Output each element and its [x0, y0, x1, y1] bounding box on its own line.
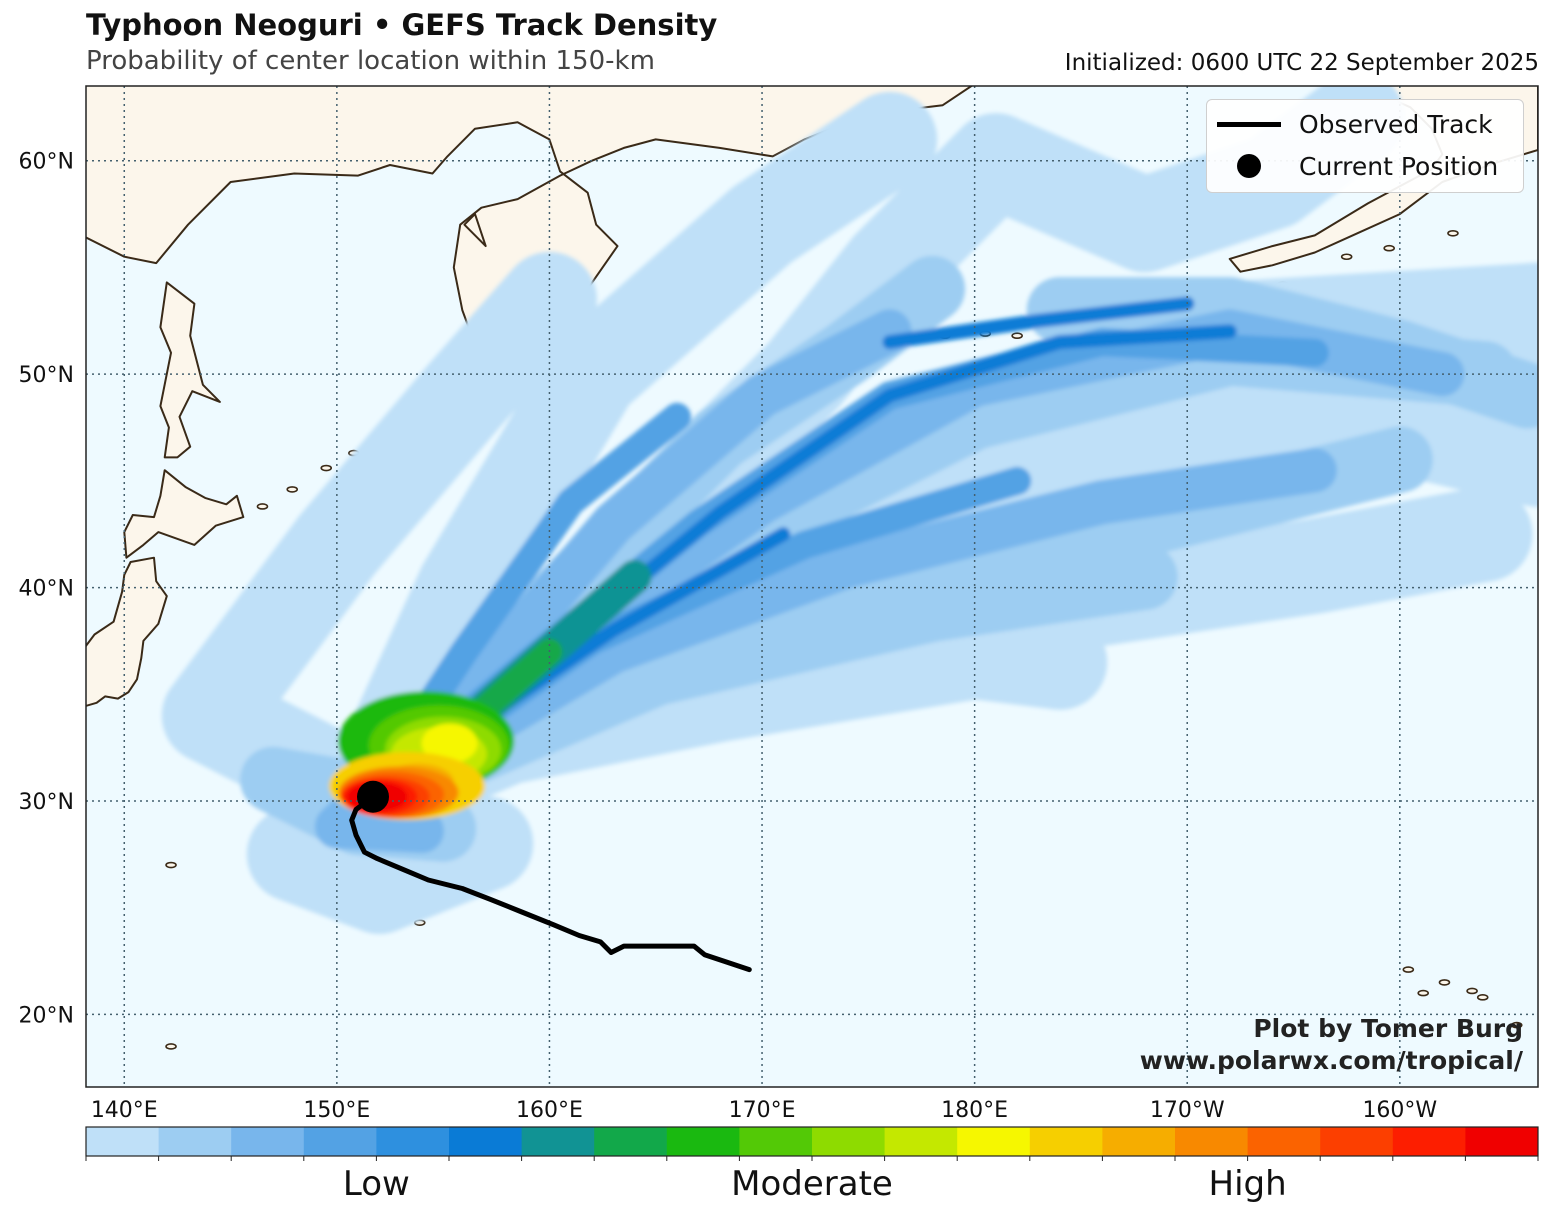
longitude-tick-label: 160°E — [516, 1098, 583, 1123]
colorbar-swatch — [1465, 1127, 1539, 1156]
latitude-tick-label: 40°N — [19, 577, 74, 602]
colorbar-swatch — [812, 1127, 886, 1156]
island — [1447, 229, 1459, 237]
legend-item-observed-track: Observed Track — [1217, 104, 1493, 144]
line-icon — [1217, 121, 1281, 127]
colorbar-swatch — [231, 1127, 305, 1156]
gridlines — [86, 86, 1538, 1087]
island — [256, 503, 269, 510]
island — [165, 1043, 177, 1050]
island — [1438, 979, 1451, 986]
colorbar-swatch — [1029, 1127, 1103, 1156]
longitude-tick-label: 170°E — [729, 1098, 796, 1123]
colorbar-swatch — [739, 1127, 813, 1156]
longitude-tick-label: 170°W — [1150, 1098, 1225, 1123]
density-band-low — [161, 251, 597, 845]
colorbar-label-high: High — [1208, 1164, 1287, 1204]
initialization-time: Initialized: 0600 UTC 22 September 2025 — [1064, 50, 1539, 76]
colorbar-swatch — [521, 1127, 595, 1156]
landmass-kamchatka-south — [463, 213, 487, 248]
axis-ticks: 20°N 30°N 40°N 50°N 60°N 140°E 150°E 160°E 170°E… — [19, 150, 1438, 1123]
island — [1011, 332, 1023, 340]
chart-subtitle: Probability of center location within 15… — [86, 46, 655, 76]
island — [1510, 1021, 1523, 1029]
longitude-tick-label: 140°E — [91, 1098, 158, 1123]
island — [1476, 994, 1489, 1001]
longitude-tick-label: 180°E — [941, 1098, 1008, 1123]
colorbar-swatch — [957, 1127, 1031, 1156]
colorbar-swatch — [158, 1127, 232, 1156]
latitude-tick-label: 50°N — [19, 363, 74, 388]
longitude-tick-label: 150°E — [303, 1098, 370, 1123]
island — [1340, 253, 1353, 261]
density-band-low — [882, 296, 1195, 350]
colorbar-swatch — [1175, 1127, 1249, 1156]
island — [286, 486, 299, 493]
colorbar-swatch — [376, 1127, 450, 1156]
observed-track-layer — [349, 780, 752, 973]
island — [1466, 987, 1478, 995]
colorbar-swatch — [1102, 1127, 1176, 1156]
legend-item-current-position: Current Position — [1217, 146, 1498, 186]
latitude-tick-label: 20°N — [19, 1003, 74, 1028]
landmass-sakhalin — [159, 281, 221, 459]
legend-label: Current Position — [1299, 151, 1499, 181]
chart-title: Typhoon Neoguri • GEFS Track Density — [86, 8, 718, 42]
landmass-hokkaido — [123, 469, 245, 559]
current-position-marker — [356, 780, 389, 813]
colorbar-label-moderate: Moderate — [731, 1164, 893, 1204]
dot-icon — [1237, 154, 1261, 178]
map-frame — [85, 85, 1539, 1088]
colorbar-swatch — [1392, 1127, 1466, 1156]
colorbar-swatch — [594, 1127, 668, 1156]
colorbar-swatch — [884, 1127, 958, 1156]
colorbar-label-low: Low — [342, 1164, 410, 1204]
colorbar-swatch — [1320, 1127, 1394, 1156]
density-core-moderate — [421, 723, 478, 764]
island — [320, 464, 333, 472]
latitude-tick-label: 60°N — [19, 150, 74, 175]
legend-label: Observed Track — [1299, 109, 1493, 139]
island — [1383, 244, 1395, 252]
landmass-honshu — [86, 556, 168, 707]
longitude-tick-label: 160°W — [1362, 1098, 1437, 1123]
credit-url: www.polarwx.com/tropical/ — [1139, 1046, 1523, 1075]
island — [1417, 989, 1430, 997]
latitude-tick-label: 30°N — [19, 790, 74, 815]
colorbar — [85, 1126, 1539, 1161]
island — [1402, 966, 1415, 973]
colorbar-swatch — [86, 1127, 160, 1156]
island — [165, 861, 177, 869]
colorbar-swatch — [666, 1127, 740, 1156]
observed-track-line — [349, 794, 752, 973]
colorbar-swatch — [303, 1127, 377, 1156]
colorbar-swatch — [1247, 1127, 1321, 1156]
colorbar-swatch — [449, 1127, 523, 1156]
credit-author: Plot by Tomer Burg — [1253, 1014, 1523, 1043]
map-legend: Observed Track Current Position — [1206, 99, 1524, 193]
